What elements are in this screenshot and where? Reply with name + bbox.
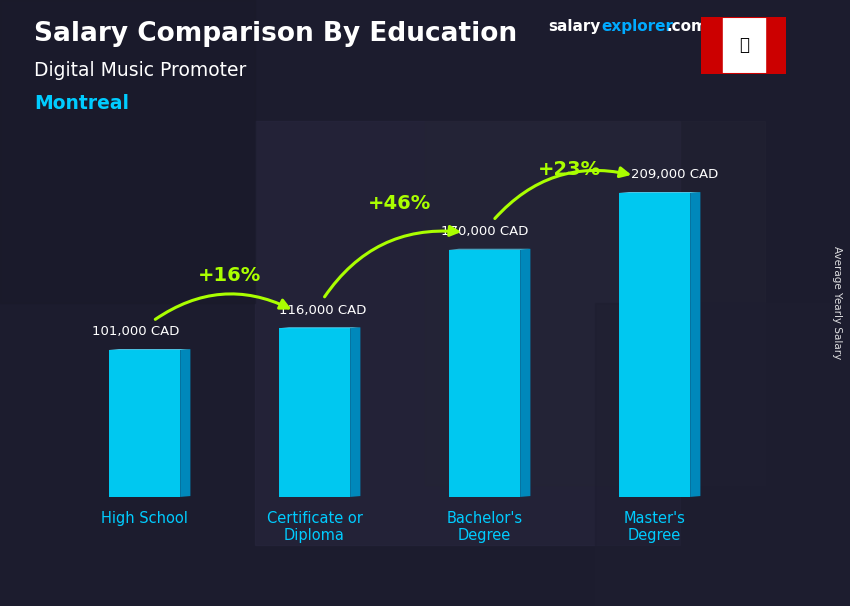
Text: 101,000 CAD: 101,000 CAD [93,325,179,338]
Polygon shape [690,192,700,497]
Bar [109,350,180,497]
Text: .com: .com [666,19,707,35]
Text: Salary Comparison By Education: Salary Comparison By Education [34,21,517,47]
Text: Digital Music Promoter: Digital Music Promoter [34,61,246,79]
Text: 116,000 CAD: 116,000 CAD [280,304,366,316]
Bar [619,193,690,497]
Bar [765,17,786,74]
Bar [595,303,850,606]
Text: salary: salary [548,19,601,35]
Bar [279,328,350,497]
Bar [0,0,255,303]
Text: 209,000 CAD: 209,000 CAD [632,168,718,181]
Text: Average Yearly Salary: Average Yearly Salary [832,247,842,359]
Bar [255,121,680,545]
Polygon shape [449,249,530,250]
Text: 🍁: 🍁 [739,36,749,55]
Text: +46%: +46% [368,194,431,213]
Text: Montreal: Montreal [34,94,129,113]
Bar [449,250,520,497]
Text: +23%: +23% [538,160,601,179]
Polygon shape [279,327,360,328]
Bar [701,17,722,74]
Polygon shape [109,349,190,350]
Polygon shape [180,349,190,497]
Text: +16%: +16% [198,267,261,285]
Bar [722,17,765,74]
Polygon shape [350,327,360,497]
Text: 170,000 CAD: 170,000 CAD [441,225,528,238]
Polygon shape [619,192,700,193]
Bar [425,121,765,485]
Text: explorer: explorer [601,19,673,35]
Polygon shape [520,249,530,497]
